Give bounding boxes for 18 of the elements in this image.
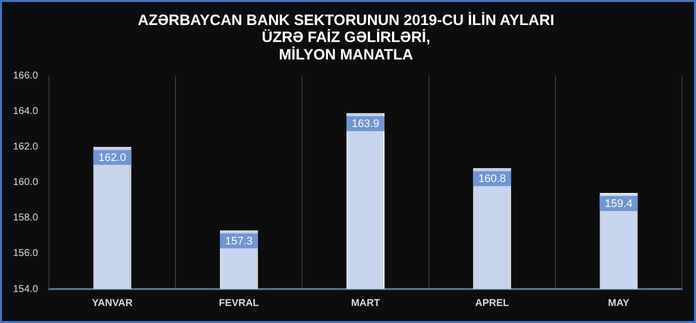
data-label: 160.8 bbox=[478, 173, 506, 186]
x-tick-label: YANVAR bbox=[92, 298, 134, 309]
x-tick-label: MART bbox=[351, 298, 380, 309]
y-tick-label: 158.0 bbox=[12, 212, 38, 224]
y-tick-label: 162.0 bbox=[12, 142, 38, 153]
x-tick-label: MAY bbox=[608, 298, 630, 309]
data-label: 157.3 bbox=[225, 235, 253, 248]
y-tick-label: 166.0 bbox=[12, 70, 38, 82]
y-tick-label: 154.0 bbox=[12, 284, 38, 295]
y-tick-label: 156.0 bbox=[12, 248, 38, 260]
x-tick-label: APREL bbox=[475, 298, 510, 309]
data-label: 162.0 bbox=[98, 152, 126, 164]
x-tick-label: FEVRAL bbox=[218, 298, 259, 309]
data-label: 163.9 bbox=[352, 118, 380, 130]
data-label: 159.4 bbox=[604, 198, 632, 210]
y-tick-label: 160.0 bbox=[12, 177, 38, 188]
y-tick-label: 164.0 bbox=[12, 106, 38, 118]
chart-title: AZƏRBAYCAN BANK SEKTORUNUN 2019-CU İLİN AYLARI ÜZRƏ FAİZ GƏLİRLƏRİ, MİLYON MANATLA bbox=[138, 12, 554, 64]
